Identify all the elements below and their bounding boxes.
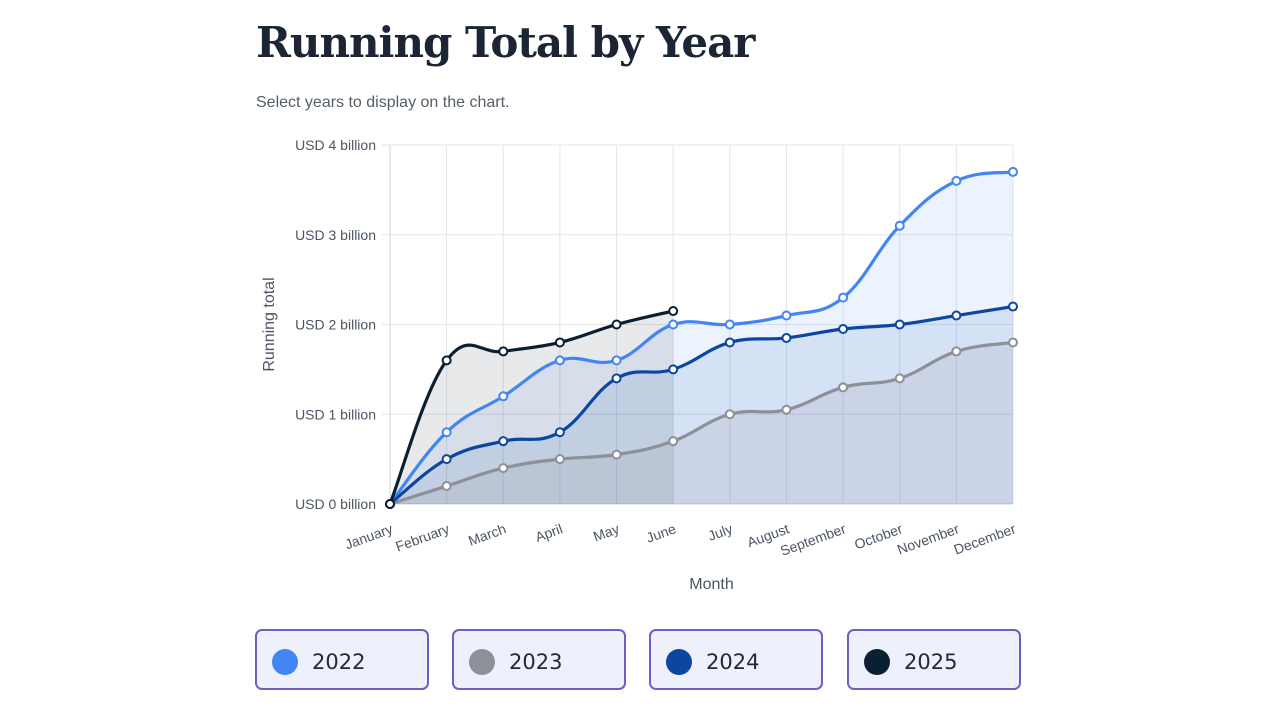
point-2024 xyxy=(611,373,622,384)
point-2024 xyxy=(838,323,849,334)
y-tick-label: USD 4 billion xyxy=(295,137,376,153)
y-tick-label: USD 3 billion xyxy=(295,227,376,243)
point-2022 xyxy=(611,355,622,366)
point-2022 xyxy=(894,220,905,231)
point-2022 xyxy=(668,319,679,330)
point-2022 xyxy=(554,355,565,366)
legend-toggle-2025[interactable]: 2025 xyxy=(847,629,1021,690)
legend-toggle-2023[interactable]: 2023 xyxy=(452,629,626,690)
point-2024 xyxy=(781,332,792,343)
x-axis-title: Month xyxy=(689,576,733,593)
point-2022 xyxy=(724,319,735,330)
point-2024 xyxy=(1008,301,1018,312)
legend-toggle-2022[interactable]: 2022 xyxy=(255,629,429,690)
legend-label-2022: 2022 xyxy=(312,650,366,674)
page-title: Running Total by Year xyxy=(256,18,755,67)
legend-dot-2022 xyxy=(272,649,298,675)
x-tick-label: February xyxy=(393,520,451,554)
point-2024 xyxy=(894,319,905,330)
point-2025 xyxy=(385,499,395,509)
point-2024 xyxy=(554,427,565,438)
legend-dot-2023 xyxy=(469,649,495,675)
x-tick-label: June xyxy=(644,520,678,545)
point-2025 xyxy=(611,319,622,330)
page-subtitle: Select years to display on the chart. xyxy=(256,94,510,111)
point-2023 xyxy=(1008,337,1018,348)
y-tick-label: USD 2 billion xyxy=(295,317,376,333)
x-tick-label: September xyxy=(778,520,848,559)
x-tick-label: May xyxy=(591,520,621,544)
y-tick-label: USD 0 billion xyxy=(295,496,376,512)
point-2023 xyxy=(951,346,962,357)
area-2023 xyxy=(390,342,1013,504)
point-2023 xyxy=(611,449,622,460)
legend-dot-2024 xyxy=(666,649,692,675)
x-tick-label: December xyxy=(952,520,1018,557)
legend-dot-2025 xyxy=(864,649,890,675)
point-2023 xyxy=(668,436,679,447)
point-2023 xyxy=(498,463,509,474)
point-2023 xyxy=(894,373,905,384)
year-legend: 2022 2023 2024 2025 xyxy=(255,629,1025,694)
x-tick-label: November xyxy=(895,520,961,557)
point-2024 xyxy=(498,436,509,447)
y-axis-title: Running total xyxy=(261,277,278,371)
point-2024 xyxy=(441,454,452,465)
point-2022 xyxy=(1008,166,1018,177)
point-2023 xyxy=(441,481,452,492)
legend-label-2023: 2023 xyxy=(509,650,563,674)
point-2025 xyxy=(441,355,452,366)
point-2022 xyxy=(498,391,509,402)
point-2025 xyxy=(668,306,679,317)
legend-toggle-2024[interactable]: 2024 xyxy=(649,629,823,690)
point-2024 xyxy=(668,364,679,375)
legend-label-2024: 2024 xyxy=(706,650,760,674)
running-total-chart: USD 0 billion USD 1 billion USD 2 billion U… xyxy=(261,137,1018,593)
y-tick-label: USD 1 billion xyxy=(295,406,376,422)
point-2025 xyxy=(498,346,509,357)
x-tick-label: April xyxy=(533,520,565,545)
point-2023 xyxy=(554,454,565,465)
point-2023 xyxy=(724,409,735,420)
point-2025 xyxy=(554,337,565,348)
point-2022 xyxy=(838,292,849,303)
x-tick-label: January xyxy=(343,520,395,552)
point-2023 xyxy=(781,404,792,415)
point-2022 xyxy=(781,310,792,321)
point-2022 xyxy=(441,427,452,438)
point-2024 xyxy=(724,337,735,348)
x-tick-label: March xyxy=(466,520,508,548)
point-2024 xyxy=(951,310,962,321)
x-tick-label: July xyxy=(706,520,735,544)
area-2022 xyxy=(390,171,1013,504)
area-2024 xyxy=(390,306,1013,504)
legend-label-2025: 2025 xyxy=(904,650,958,674)
point-2022 xyxy=(951,175,962,186)
point-2023 xyxy=(838,382,849,393)
